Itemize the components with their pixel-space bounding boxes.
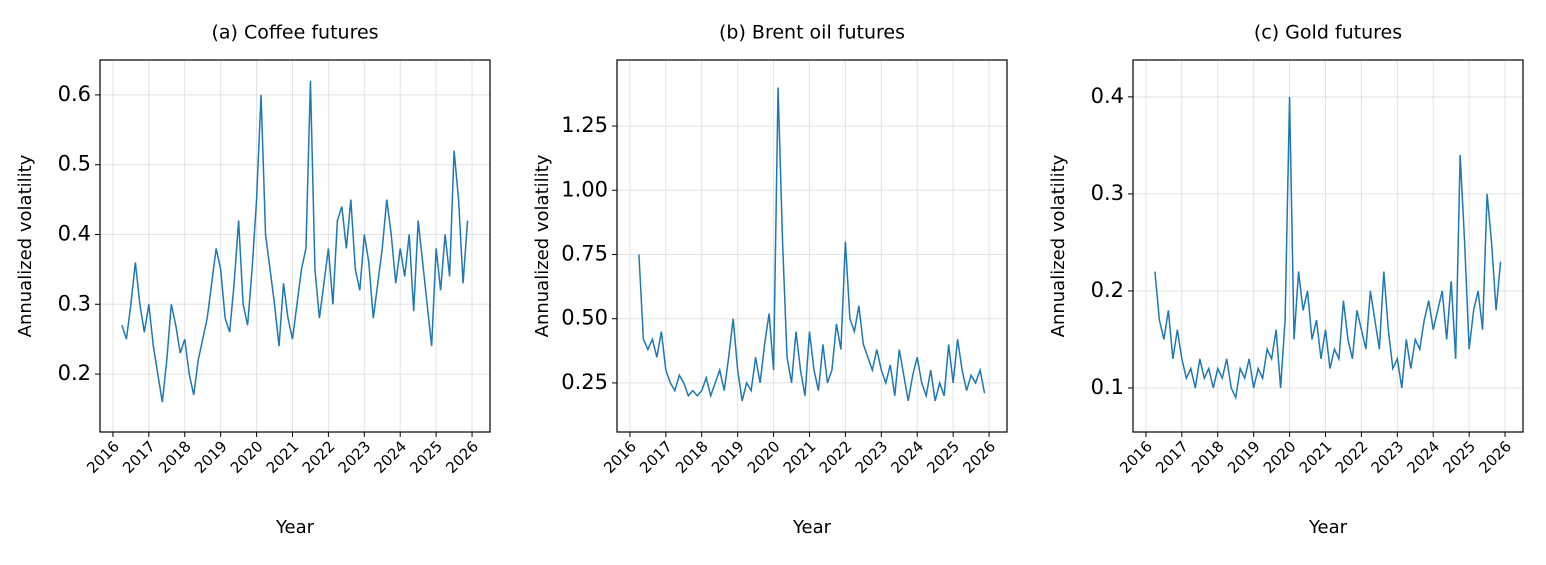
y-axis-label: Annualized volatility bbox=[1048, 154, 1069, 337]
x-tick-label: 2025 bbox=[923, 437, 963, 477]
x-tick-label: 2026 bbox=[959, 437, 999, 477]
x-tick-label: 2018 bbox=[155, 437, 195, 477]
y-tick-label: 0.1 bbox=[1091, 375, 1124, 399]
y-tick-label: 0.4 bbox=[1091, 84, 1124, 108]
x-axis-label: Year bbox=[1308, 517, 1348, 538]
x-tick-label: 2023 bbox=[335, 437, 375, 477]
x-tick-label: 2019 bbox=[708, 437, 748, 477]
x-tick-label: 2017 bbox=[1152, 437, 1192, 477]
x-tick-label: 2021 bbox=[1296, 437, 1336, 477]
x-tick-label: 2016 bbox=[1116, 437, 1156, 477]
x-tick-label: 2017 bbox=[119, 437, 159, 477]
y-tick-label: 0.50 bbox=[561, 306, 608, 330]
volatility-line bbox=[121, 80, 469, 403]
y-tick-label: 0.75 bbox=[561, 241, 608, 265]
y-tick-label: 0.4 bbox=[58, 221, 91, 245]
x-tick-label: 2026 bbox=[442, 437, 482, 477]
x-tick-label: 2016 bbox=[83, 437, 123, 477]
x-tick-label: 2025 bbox=[406, 437, 446, 477]
x-axis-label: Year bbox=[792, 517, 832, 538]
x-tick-label: 2023 bbox=[852, 437, 892, 477]
x-tick-label: 2019 bbox=[1224, 437, 1264, 477]
x-tick-label: 2017 bbox=[636, 437, 676, 477]
x-axis-label: Year bbox=[275, 517, 315, 538]
volatility-line bbox=[1154, 96, 1502, 401]
y-tick-label: 1.00 bbox=[561, 177, 608, 201]
x-tick-label: 2024 bbox=[1404, 437, 1444, 477]
y-tick-label: 0.3 bbox=[1091, 181, 1124, 205]
x-tick-label: 2016 bbox=[600, 437, 640, 477]
y-tick-label: 0.5 bbox=[58, 152, 91, 176]
y-axis-label: Annualized volatility bbox=[532, 154, 553, 337]
x-tick-label: 2020 bbox=[227, 437, 267, 477]
x-tick-label: 2018 bbox=[672, 437, 712, 477]
subplot-title: (b) Brent oil futures bbox=[719, 22, 905, 44]
x-tick-label: 2025 bbox=[1439, 437, 1479, 477]
x-tick-label: 2018 bbox=[1188, 437, 1228, 477]
axes-frame bbox=[99, 59, 491, 433]
y-tick-label: 0.6 bbox=[58, 82, 91, 106]
x-tick-label: 2022 bbox=[816, 437, 856, 477]
volatility-line bbox=[638, 87, 986, 402]
subplot-title: (c) Gold futures bbox=[1254, 22, 1402, 44]
x-tick-label: 2022 bbox=[299, 437, 339, 477]
x-tick-label: 2020 bbox=[1260, 437, 1300, 477]
x-tick-label: 2020 bbox=[744, 437, 784, 477]
x-tick-label: 2021 bbox=[780, 437, 820, 477]
y-tick-label: 0.25 bbox=[561, 370, 608, 394]
y-tick-label: 1.25 bbox=[561, 113, 608, 137]
x-tick-label: 2019 bbox=[191, 437, 231, 477]
subplot-title: (a) Coffee futures bbox=[211, 22, 378, 44]
axes-frame bbox=[1132, 59, 1524, 433]
x-tick-label: 2023 bbox=[1368, 437, 1408, 477]
y-axis-label: Annualized volatility bbox=[15, 154, 36, 337]
axes-frame bbox=[616, 59, 1008, 433]
x-tick-label: 2026 bbox=[1475, 437, 1515, 477]
y-tick-label: 0.2 bbox=[58, 361, 91, 385]
x-tick-label: 2024 bbox=[888, 437, 928, 477]
x-tick-label: 2022 bbox=[1332, 437, 1372, 477]
x-tick-label: 2024 bbox=[371, 437, 411, 477]
x-tick-label: 2021 bbox=[263, 437, 303, 477]
y-tick-label: 0.3 bbox=[58, 291, 91, 315]
y-tick-label: 0.2 bbox=[1091, 278, 1124, 302]
